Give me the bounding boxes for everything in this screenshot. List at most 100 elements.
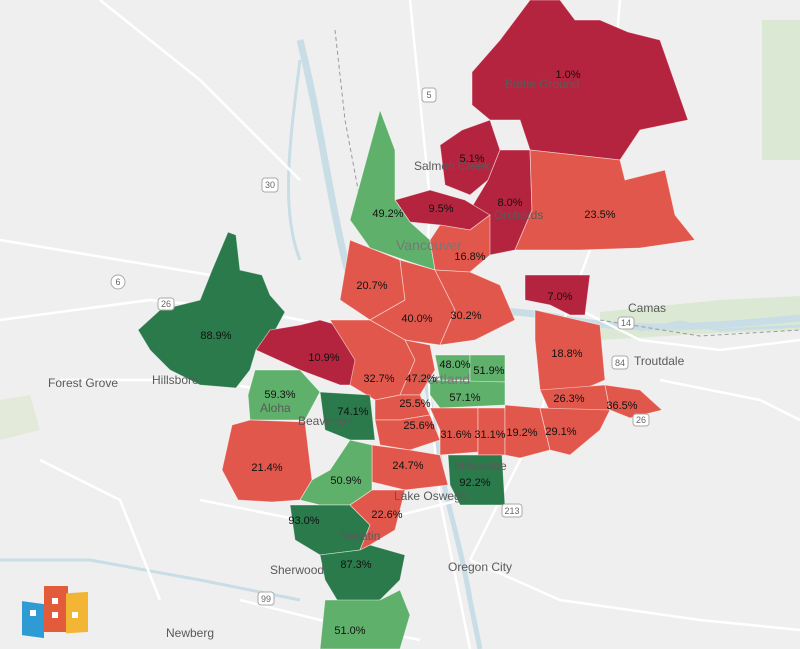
- value-milwaukie: 92.2%: [459, 477, 490, 489]
- region-newberg-north[interactable]: [319, 589, 411, 649]
- value-east-county: 23.5%: [584, 209, 615, 221]
- svg-text:213: 213: [504, 506, 519, 516]
- value-gresham-south: 29.1%: [545, 426, 576, 438]
- place-portland: Portland: [418, 371, 470, 387]
- value-tigard: 24.7%: [392, 460, 423, 472]
- region-tualatin[interactable]: [349, 489, 406, 551]
- region-inner-se[interactable]: [429, 379, 506, 409]
- svg-text:26: 26: [636, 415, 646, 425]
- region-beaverton[interactable]: [319, 391, 376, 441]
- value-north-portland: 40.0%: [401, 313, 432, 325]
- value-pearl: 48.0%: [439, 359, 470, 371]
- park-area: [0, 395, 40, 440]
- value-sherwood: 87.3%: [340, 559, 371, 571]
- value-aloha: 59.3%: [264, 389, 295, 401]
- park-area: [762, 20, 800, 160]
- value-sw-hills: 32.7%: [363, 373, 394, 385]
- svg-text:30: 30: [265, 180, 275, 190]
- place-battle-ground: Battle Ground: [505, 77, 579, 91]
- value-powell-butte: 19.2%: [506, 427, 537, 439]
- value-tualatin: 22.6%: [371, 509, 402, 521]
- zip-regions: [137, 0, 696, 649]
- highway-shields: 5 30 6 26 14 84 26 213: [110, 87, 650, 606]
- value-sw-portland: 25.6%: [403, 420, 434, 432]
- region-farmington[interactable]: [221, 419, 313, 503]
- place-camas: Camas: [628, 301, 666, 315]
- value-downtown: 47.2%: [405, 373, 436, 385]
- value-inner-east: 51.9%: [473, 365, 504, 377]
- value-gresham: 26.3%: [553, 393, 584, 405]
- place-orchards: Orchards: [494, 208, 543, 222]
- svg-text:84: 84: [615, 358, 625, 368]
- value-vancouver-central: 16.8%: [454, 251, 485, 263]
- svg-text:26: 26: [161, 299, 171, 309]
- value-battle-ground: 1.0%: [555, 69, 580, 81]
- value-inner-se: 57.1%: [449, 392, 480, 404]
- place-labels: Battle Ground Salmon Creek Orchards Vanc…: [48, 77, 685, 640]
- place-oregon-city: Oregon City: [448, 560, 512, 574]
- value-hillsboro-west: 88.9%: [200, 330, 231, 342]
- place-lake-oswego: Lake Oswego: [394, 489, 468, 503]
- svg-text:99: 99: [261, 594, 271, 604]
- value-nw-portland: 20.7%: [356, 280, 387, 292]
- region-milwaukie[interactable]: [447, 454, 506, 506]
- place-aloha: Aloha: [260, 401, 291, 415]
- value-beaverton: 74.1%: [337, 406, 368, 418]
- place-hillsboro: Hillsboro: [152, 373, 199, 387]
- value-vancouver-west: 49.2%: [372, 208, 403, 220]
- shield-or26b: 26: [632, 413, 650, 427]
- state-border: [599, 319, 800, 337]
- svg-text:14: 14: [621, 318, 631, 328]
- value-hazel-dell: 9.5%: [428, 203, 453, 215]
- place-beaverton: Beaverton: [298, 414, 353, 428]
- value-farmington: 21.4%: [251, 462, 282, 474]
- region-sherwood[interactable]: [319, 544, 406, 606]
- shield-i5: 5: [421, 87, 437, 103]
- region-vancouver-central[interactable]: [429, 214, 491, 273]
- place-troutdale: Troutdale: [634, 354, 685, 368]
- shield-us26: 26: [157, 297, 175, 311]
- place-sherwood: Sherwood: [270, 563, 324, 577]
- value-troutdale: 36.5%: [606, 400, 637, 412]
- value-woodstock: 31.6%: [440, 429, 471, 441]
- river-branch: [639, 320, 800, 332]
- county-border: [334, 29, 361, 201]
- place-milwaukie: Milwaukie: [454, 459, 507, 473]
- shield-or213: 213: [501, 503, 523, 518]
- value-raleigh-hills: 25.5%: [399, 398, 430, 410]
- region-salmon-creek[interactable]: [439, 119, 501, 196]
- region-gresham-south[interactable]: [539, 407, 611, 456]
- value-lents: 31.1%: [474, 429, 505, 441]
- place-tualatin: Tualatin: [338, 529, 380, 543]
- river-branch: [0, 558, 301, 602]
- svg-text:6: 6: [115, 277, 120, 287]
- region-ne-portland[interactable]: [434, 269, 516, 346]
- region-camas[interactable]: [524, 274, 591, 316]
- shield-or6: 6: [110, 274, 126, 290]
- svg-text:5: 5: [426, 90, 431, 100]
- region-east-county[interactable]: [514, 149, 696, 251]
- shield-or14: 14: [617, 316, 635, 330]
- shield-us99: 99: [257, 591, 275, 606]
- region-powell-butte[interactable]: [504, 404, 551, 459]
- place-newberg: Newberg: [166, 626, 214, 640]
- river-branch: [286, 59, 302, 261]
- shield-us30: 30: [261, 177, 279, 193]
- value-bull-mountain: 50.9%: [330, 475, 361, 487]
- region-aloha[interactable]: [247, 369, 321, 421]
- value-hillsboro-east: 10.9%: [308, 352, 339, 364]
- region-value-labels: 1.0% 5.1% 8.0% 9.5% 23.5% 49.2% 16.8% 7.…: [200, 69, 637, 637]
- value-salmon-creek: 5.1%: [459, 153, 484, 165]
- place-forest-grove: Forest Grove: [48, 376, 118, 390]
- app-logo-icon: [22, 586, 88, 639]
- value-camas: 7.0%: [547, 291, 572, 303]
- value-orchards-north: 8.0%: [497, 197, 522, 209]
- value-king-city: 93.0%: [288, 515, 319, 527]
- region-woodstock[interactable]: [429, 407, 479, 456]
- value-gresham-north: 18.8%: [551, 348, 582, 360]
- region-battle-ground[interactable]: [471, 0, 689, 161]
- shield-i84: 84: [611, 355, 629, 370]
- place-salmon-creek: Salmon Creek: [414, 159, 491, 173]
- place-vancouver: Vancouver: [396, 237, 462, 253]
